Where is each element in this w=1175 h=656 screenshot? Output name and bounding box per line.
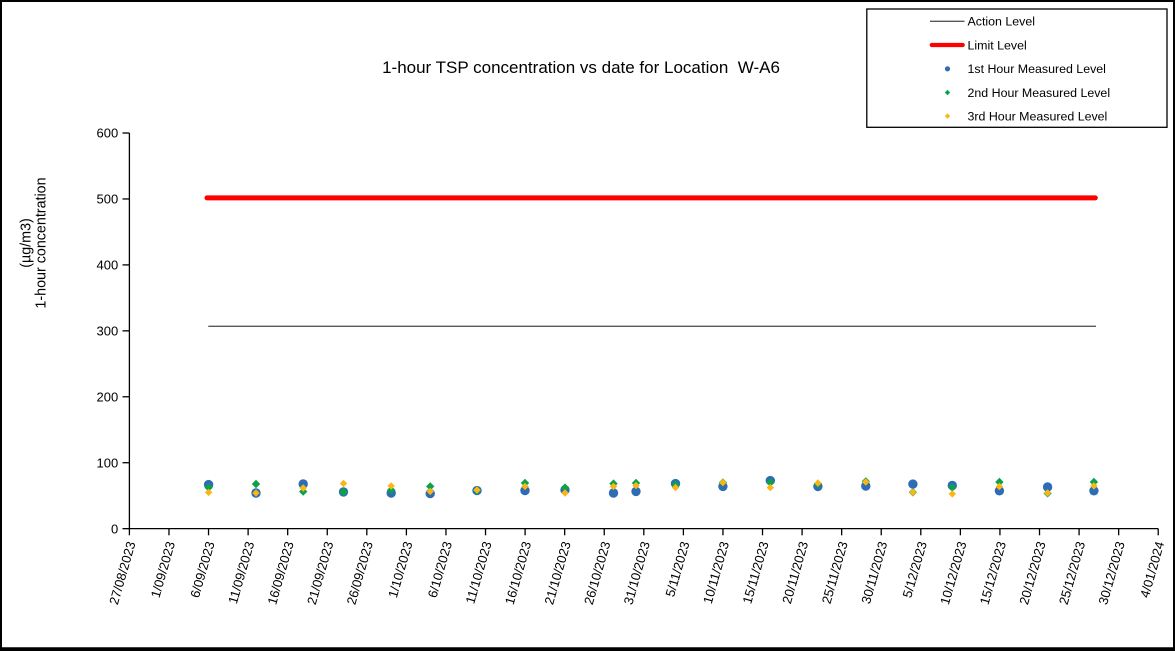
svg-text:300: 300 xyxy=(96,324,118,339)
svg-text:1st Hour Measured Level: 1st Hour Measured Level xyxy=(968,62,1106,76)
svg-text:2nd Hour Measured Level: 2nd Hour Measured Level xyxy=(968,86,1111,100)
svg-text:500: 500 xyxy=(96,192,118,207)
svg-text:Action Level: Action Level xyxy=(968,15,1036,29)
svg-text:600: 600 xyxy=(96,126,118,141)
svg-text:1-hour concentration: 1-hour concentration xyxy=(34,177,50,308)
svg-text:200: 200 xyxy=(96,389,118,404)
svg-text:0: 0 xyxy=(111,521,118,536)
svg-text:Limit Level: Limit Level xyxy=(968,38,1027,52)
svg-text:400: 400 xyxy=(96,258,118,273)
svg-text:100: 100 xyxy=(96,455,118,470)
svg-text:3rd Hour Measured Level: 3rd Hour Measured Level xyxy=(968,110,1108,124)
svg-text:(µg/m3): (µg/m3) xyxy=(19,218,35,268)
svg-text:1-hour TSP concentration vs da: 1-hour TSP concentration vs date for Loc… xyxy=(382,58,780,77)
